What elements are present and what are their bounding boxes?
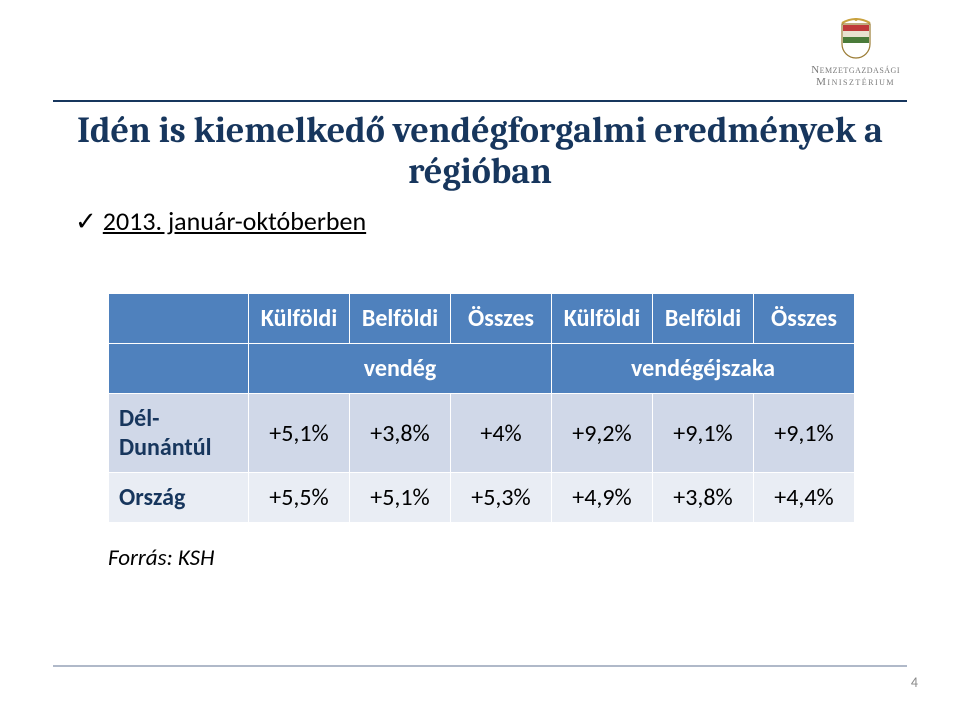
crest-icon — [838, 18, 874, 62]
data-table: Külföldi Belföldi Összes Külföldi Belföl… — [108, 293, 855, 523]
ministry-name-line1: Nemzetgazdasági — [811, 64, 900, 76]
cell: +3,8% — [350, 394, 451, 473]
table-row: Ország +5,5% +5,1% +5,3% +4,9% +3,8% +4,… — [109, 473, 855, 523]
col-header: Külföldi — [552, 294, 653, 344]
cell: +4,4% — [754, 473, 855, 523]
cell: +5,5% — [249, 473, 350, 523]
cell: +5,1% — [249, 394, 350, 473]
cell: +9,1% — [754, 394, 855, 473]
page-number: 4 — [911, 674, 918, 691]
row-label: Dél-Dunántúl — [109, 394, 249, 473]
table-row: Dél-Dunántúl +5,1% +3,8% +4% +9,2% +9,1%… — [109, 394, 855, 473]
row-label: Ország — [109, 473, 249, 523]
checkmark-icon: ✓ — [75, 205, 97, 237]
table-header-row-1: Külföldi Belföldi Összes Külföldi Belföl… — [109, 294, 855, 344]
group-header: vendég — [249, 344, 552, 394]
subtitle: ✓2013. január-októberben — [75, 205, 366, 237]
header-blank — [109, 294, 249, 344]
header-blank — [109, 344, 249, 394]
cell: +5,1% — [350, 473, 451, 523]
title-divider — [53, 100, 907, 102]
cell: +9,1% — [653, 394, 754, 473]
subtitle-text: 2013. január-októberben — [103, 205, 366, 237]
data-table-wrap: Külföldi Belföldi Összes Külföldi Belföl… — [108, 293, 853, 523]
page-title-line2: régióban — [53, 151, 907, 192]
table-header-row-2: vendég vendégéjszaka — [109, 344, 855, 394]
col-header: Belföldi — [653, 294, 754, 344]
cell: +4% — [451, 394, 552, 473]
page-title-line1: Idén is kiemelkedő vendégforgalmi eredmé… — [53, 110, 907, 151]
cell: +3,8% — [653, 473, 754, 523]
ministry-name-line2: Minisztérium — [811, 76, 900, 88]
group-header: vendégéjszaka — [552, 344, 855, 394]
footer-divider — [53, 665, 907, 667]
ministry-logo-block: Nemzetgazdasági Minisztérium — [811, 18, 900, 88]
col-header: Külföldi — [249, 294, 350, 344]
cell: +4,9% — [552, 473, 653, 523]
cell: +9,2% — [552, 394, 653, 473]
cell: +5,3% — [451, 473, 552, 523]
title-block: Idén is kiemelkedő vendégforgalmi eredmé… — [53, 110, 907, 193]
source-label: Forrás: KSH — [108, 544, 214, 572]
col-header: Összes — [451, 294, 552, 344]
col-header: Belföldi — [350, 294, 451, 344]
col-header: Összes — [754, 294, 855, 344]
